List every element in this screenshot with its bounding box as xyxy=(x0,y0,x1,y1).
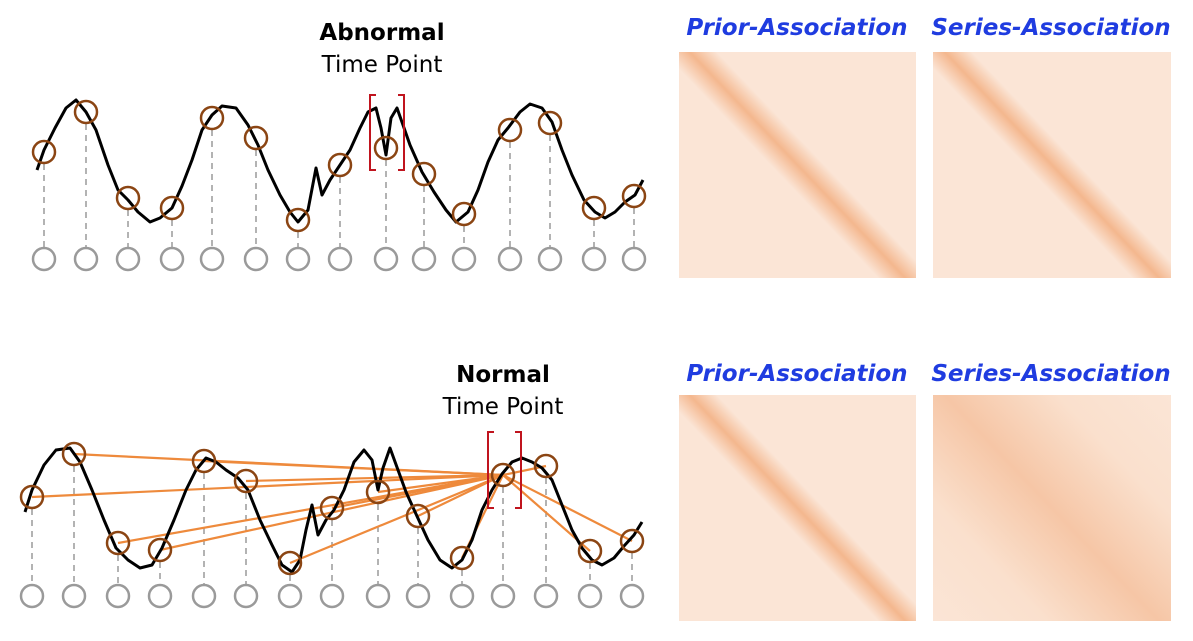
bottom-base-point xyxy=(577,583,603,609)
attention-line xyxy=(502,474,633,542)
top-series-point xyxy=(199,105,225,131)
bottom-prior-association-map xyxy=(679,395,916,621)
attention-line xyxy=(203,459,504,477)
bottom-base-point xyxy=(191,583,217,609)
bottom-series-point xyxy=(277,550,303,576)
bottom-series-curve xyxy=(23,446,644,574)
top-series-curve xyxy=(35,98,645,224)
top-base-point xyxy=(451,246,477,272)
bottom-base-point xyxy=(619,583,645,609)
top-series-points xyxy=(31,99,647,233)
top-base-point xyxy=(115,246,141,272)
normal-bracket xyxy=(487,431,522,509)
top-prior-association-title: Prior-Association xyxy=(686,15,907,41)
top-base-point xyxy=(621,246,647,272)
bottom-series-point xyxy=(61,441,87,467)
bottom-series-point xyxy=(533,453,559,479)
bottom-series-point xyxy=(147,537,173,563)
top-base-point xyxy=(159,246,185,272)
bottom-base-point xyxy=(490,583,516,609)
top-series-point xyxy=(115,185,141,211)
normal-label: Normal xyxy=(456,362,550,388)
top-series-point xyxy=(537,110,563,136)
bottom-prior-association-title: Prior-Association xyxy=(686,361,907,387)
bottom-series-point xyxy=(191,448,217,474)
top-series-association-title: Series-Association xyxy=(931,15,1170,41)
top-base-point xyxy=(327,246,353,272)
bottom-base-point xyxy=(449,583,475,609)
top-series-point xyxy=(31,139,57,165)
bottom-base-point xyxy=(277,583,303,609)
top-base-point xyxy=(73,246,99,272)
top-base-point xyxy=(497,246,523,272)
top-series-point xyxy=(285,207,311,233)
bottom-series-association-map xyxy=(933,395,1171,621)
attention-line xyxy=(377,473,504,494)
bottom-base-point xyxy=(147,583,173,609)
bottom-base-point xyxy=(61,583,87,609)
bottom-series-point xyxy=(19,484,45,510)
bottom-series-point xyxy=(619,528,645,554)
bottom-base-point xyxy=(405,583,431,609)
normal-time-point-label: Time Point xyxy=(442,394,564,420)
bottom-series-points xyxy=(19,441,645,576)
bottom-series-point xyxy=(490,462,516,488)
bottom-base-point xyxy=(105,583,131,609)
bottom-base-point xyxy=(19,583,45,609)
top-series-point xyxy=(411,161,437,187)
bottom-panel: Normal Time Point Prior-Association Seri… xyxy=(19,361,1171,621)
top-series-point xyxy=(373,135,399,161)
top-prior-association-map xyxy=(679,52,916,278)
top-base-points xyxy=(31,246,647,272)
top-base-point xyxy=(31,246,57,272)
attention-line xyxy=(31,473,504,499)
attention-lines xyxy=(31,452,633,565)
abnormal-bracket xyxy=(369,94,405,171)
bottom-series-association-title: Series-Association xyxy=(931,361,1170,387)
top-base-point xyxy=(199,246,225,272)
top-series-point xyxy=(243,125,269,151)
bottom-base-point xyxy=(319,583,345,609)
top-series-point xyxy=(451,201,477,227)
bottom-base-points xyxy=(19,583,645,609)
bottom-base-point xyxy=(533,583,559,609)
bottom-series-point xyxy=(233,468,259,494)
top-series-point xyxy=(159,195,185,221)
bottom-base-point xyxy=(233,583,259,609)
top-series-association-map xyxy=(933,52,1171,278)
top-series-point xyxy=(581,195,607,221)
top-base-point xyxy=(537,246,563,272)
attention-line xyxy=(331,473,504,510)
top-base-point xyxy=(285,246,311,272)
top-dash-lines xyxy=(43,124,635,247)
top-series-point xyxy=(497,117,523,143)
attention-line xyxy=(289,473,504,565)
top-series-point xyxy=(327,152,353,178)
top-base-point xyxy=(581,246,607,272)
bottom-series-point xyxy=(365,479,391,505)
bottom-base-point xyxy=(365,583,391,609)
abnormal-label: Abnormal xyxy=(319,20,444,46)
top-series-point xyxy=(73,99,99,125)
top-base-point xyxy=(243,246,269,272)
abnormal-time-point-label: Time Point xyxy=(321,52,443,78)
top-panel: Abnormal Time Point Prior-Association Se… xyxy=(31,15,1171,278)
top-base-point xyxy=(411,246,437,272)
bottom-series-point xyxy=(319,495,345,521)
top-series-point xyxy=(621,183,647,209)
bottom-series-point xyxy=(449,545,475,571)
bottom-series-point xyxy=(577,538,603,564)
bottom-series-point xyxy=(405,503,431,529)
bottom-series-point xyxy=(105,530,131,556)
top-base-point xyxy=(373,246,399,272)
